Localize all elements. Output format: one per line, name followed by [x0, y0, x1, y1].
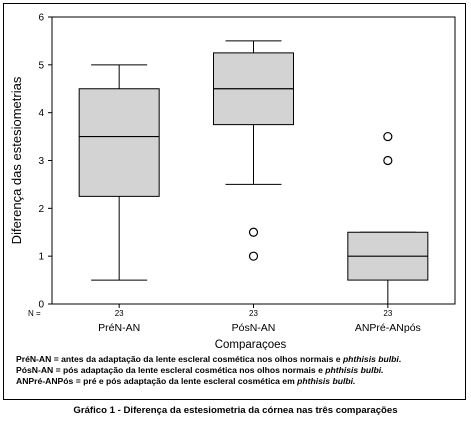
legend-end-1: .: [398, 354, 402, 364]
y-tick-label-3: 3: [38, 156, 44, 167]
legend-line-3: ANPré-ANPós = pré e pós adaptação da len…: [16, 376, 355, 387]
n-value-1: 23: [249, 309, 258, 318]
category-label-1: PósN-AN: [232, 322, 276, 334]
outlier-2-1: [383, 131, 393, 142]
legend-line-2: PósN-AN = pós adaptação da lente esclera…: [16, 365, 384, 376]
legend-italic-3: phthisis bulbi.: [297, 376, 356, 386]
n-label: N =: [28, 309, 41, 318]
legend-text-1: antes da adaptação da lente escleral cos…: [58, 354, 343, 364]
category-label-0: PréN-AN: [98, 322, 140, 334]
outlier-1-0: [248, 251, 259, 261]
legend-line-1: PréN-AN = antes da adaptação da lente es…: [16, 354, 401, 365]
x-axis-label: Comparaçoes: [215, 339, 287, 350]
outlier-1-1: [248, 227, 259, 237]
category-label-2: ANPré-ANpós: [355, 322, 421, 334]
n-value-2: 23: [383, 309, 392, 318]
outlier-2-0: [383, 155, 393, 166]
legend-italic-1: phthisis bulbi: [342, 354, 399, 364]
legend-text-2: pós adaptação da lente escleral cosmétic…: [60, 365, 326, 375]
y-tick-label-2: 2: [38, 204, 44, 215]
legend-term-3: ANPré-ANPós =: [16, 376, 81, 386]
legend-term-2: PósN-AN =: [16, 365, 61, 375]
y-axis-label: Diferença das estesiometrias: [9, 76, 24, 244]
legend-text-3: pré e pós adaptação da lente escleral co…: [80, 376, 298, 386]
y-tick-label-4: 4: [38, 108, 44, 119]
y-tick-label-6: 6: [38, 13, 44, 24]
y-tick-label-1: 1: [38, 252, 44, 263]
n-value-0: 23: [115, 309, 124, 318]
figure-frame: [3, 3, 466, 400]
figure-caption: Gráfico 1 - Diferença da estesiometria d…: [73, 405, 398, 416]
y-tick-label-0: 0: [38, 300, 44, 311]
legend-italic-2: phthisis bulbi.: [325, 365, 384, 375]
legend-term-1: PréN-AN =: [16, 354, 59, 364]
box-0: [78, 88, 160, 197]
y-tick-label-5: 5: [38, 60, 44, 71]
